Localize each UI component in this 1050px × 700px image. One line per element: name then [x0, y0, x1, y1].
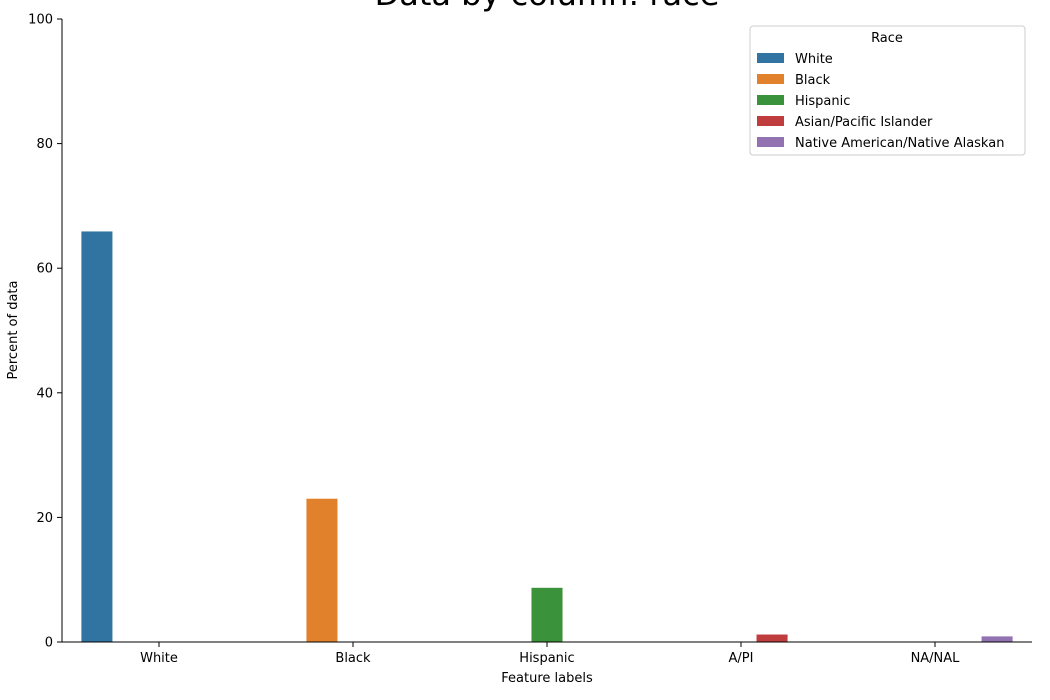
y-tick-label: 60 — [36, 262, 53, 277]
chart-title: Data by column: race — [375, 0, 720, 13]
legend-items: White Black Hispanic Asian/Pacific Islander… — [757, 52, 1004, 151]
y-tick-label: 0 — [45, 636, 53, 651]
x-tick-label: NA/NAL — [911, 651, 961, 666]
legend-swatch — [757, 53, 784, 63]
legend-swatch — [757, 95, 784, 105]
x-tick-label: Hispanic — [519, 651, 574, 666]
x-tick-label: White — [140, 651, 178, 666]
y-tick-label: 100 — [28, 13, 53, 28]
y-tick-label: 80 — [36, 137, 53, 152]
legend-entry-label: Native American/Native Alaskan — [795, 136, 1004, 151]
legend-title: Race — [871, 31, 903, 46]
x-axis-label: Feature labels — [501, 671, 593, 686]
bar-a-pi — [756, 634, 788, 642]
bar-hispanic — [531, 587, 563, 642]
y-tick-label: 20 — [36, 511, 53, 526]
legend-swatch — [757, 74, 784, 84]
legend-swatch — [757, 137, 784, 147]
y-axis-label: Percent of data — [6, 281, 21, 380]
x-tick-label: Black — [335, 651, 371, 666]
bar-black — [306, 498, 338, 642]
bars-group — [81, 231, 1013, 642]
legend-entry-label: White — [795, 52, 833, 67]
bar-white — [81, 231, 113, 642]
x-ticks-group: White Black Hispanic A/PI NA/NAL — [140, 642, 960, 666]
legend-swatch — [757, 116, 784, 126]
bar-na-nal — [981, 636, 1013, 642]
y-ticks-group: 0 20 40 60 80 100 — [28, 13, 62, 651]
legend-box — [749, 25, 1026, 156]
x-tick-label: A/PI — [729, 651, 754, 666]
legend-entry-label: Hispanic — [795, 94, 850, 109]
legend-entry-label: Asian/Pacific Islander — [795, 115, 933, 130]
legend: Race White Black Hispanic Asian/Pacific Isl… — [749, 25, 1026, 156]
y-tick-label: 40 — [36, 386, 53, 401]
legend-entry-label: Black — [795, 73, 831, 88]
